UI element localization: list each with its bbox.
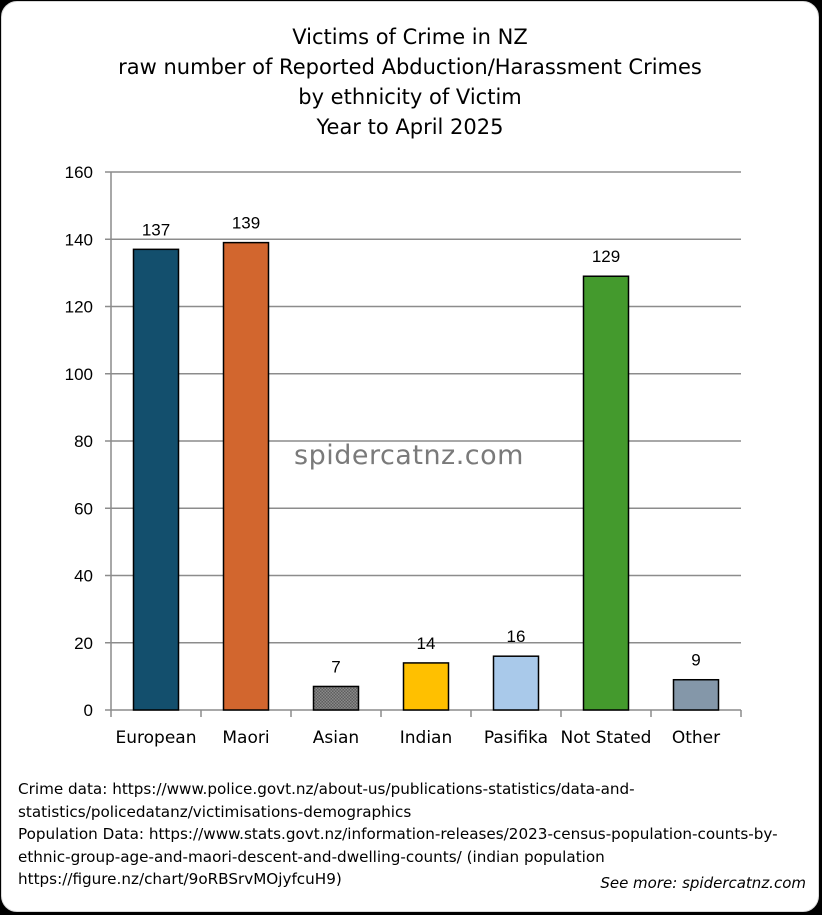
x-tick-label: Not Stated	[561, 728, 652, 748]
title-line-4: Year to April 2025	[316, 115, 504, 139]
x-tick-label: European	[116, 728, 197, 748]
bar-pasifika	[492, 655, 540, 711]
y-tick-label: 0	[84, 701, 93, 720]
bar-chart: 0 20 40 60 80 100 120 140 160 137 European 139 Maori…	[65, 163, 742, 748]
x-tick-label: Asian	[313, 728, 359, 748]
y-tick-label: 100	[65, 365, 93, 384]
y-tick-label: 40	[74, 567, 93, 586]
x-tick-label: Maori	[222, 728, 269, 748]
bar-indian	[402, 662, 450, 711]
bar-other	[672, 678, 720, 711]
bar-not-stated	[582, 275, 630, 711]
data-label: 16	[507, 627, 526, 646]
data-label: 137	[142, 220, 170, 239]
x-tick-label: Other	[672, 728, 720, 748]
x-tick-label: Pasifika	[484, 728, 548, 748]
footer-line-3: Population Data: https://www.stats.govt.…	[18, 825, 778, 843]
data-label: 14	[417, 634, 436, 653]
x-tick-label: Indian	[400, 728, 453, 748]
footer-line-4: ethnic-group-age-and-maori-descent-and-d…	[18, 847, 605, 866]
y-tick-label: 120	[65, 298, 93, 317]
footer-line-5: https://figure.nz/chart/9oRBSrvMOjyfcuH9…	[18, 870, 342, 888]
bar-maori	[222, 241, 270, 711]
chart-title: Victims of Crime in NZ raw number of Rep…	[2, 22, 818, 142]
y-tick-label: 60	[74, 499, 93, 518]
bar-asian	[312, 685, 360, 711]
footer-line-2: statistics/policedatanz/victimisations-d…	[18, 802, 412, 821]
data-label: 139	[232, 214, 260, 233]
y-tick-label: 160	[65, 163, 93, 182]
title-line-2: raw number of Reported Abduction/Harassm…	[118, 55, 702, 79]
data-label: 129	[592, 247, 620, 266]
source-notes: Crime data: https://www.police.govt.nz/a…	[18, 778, 813, 891]
watermark: spidercatnz.com	[294, 440, 524, 471]
title-line-3: by ethnicity of Victim	[298, 85, 522, 109]
see-more-link[interactable]: See more: spidercatnz.com	[600, 874, 806, 892]
data-label: 9	[691, 651, 700, 670]
bar-european	[132, 248, 180, 711]
footer-line-1: Crime data: https://www.police.govt.nz/a…	[18, 780, 635, 798]
y-tick-label: 20	[74, 634, 93, 653]
y-tick-label: 140	[65, 230, 93, 249]
data-label: 7	[331, 657, 340, 676]
title-line-1: Victims of Crime in NZ	[292, 25, 528, 49]
y-tick-label: 80	[74, 432, 93, 451]
